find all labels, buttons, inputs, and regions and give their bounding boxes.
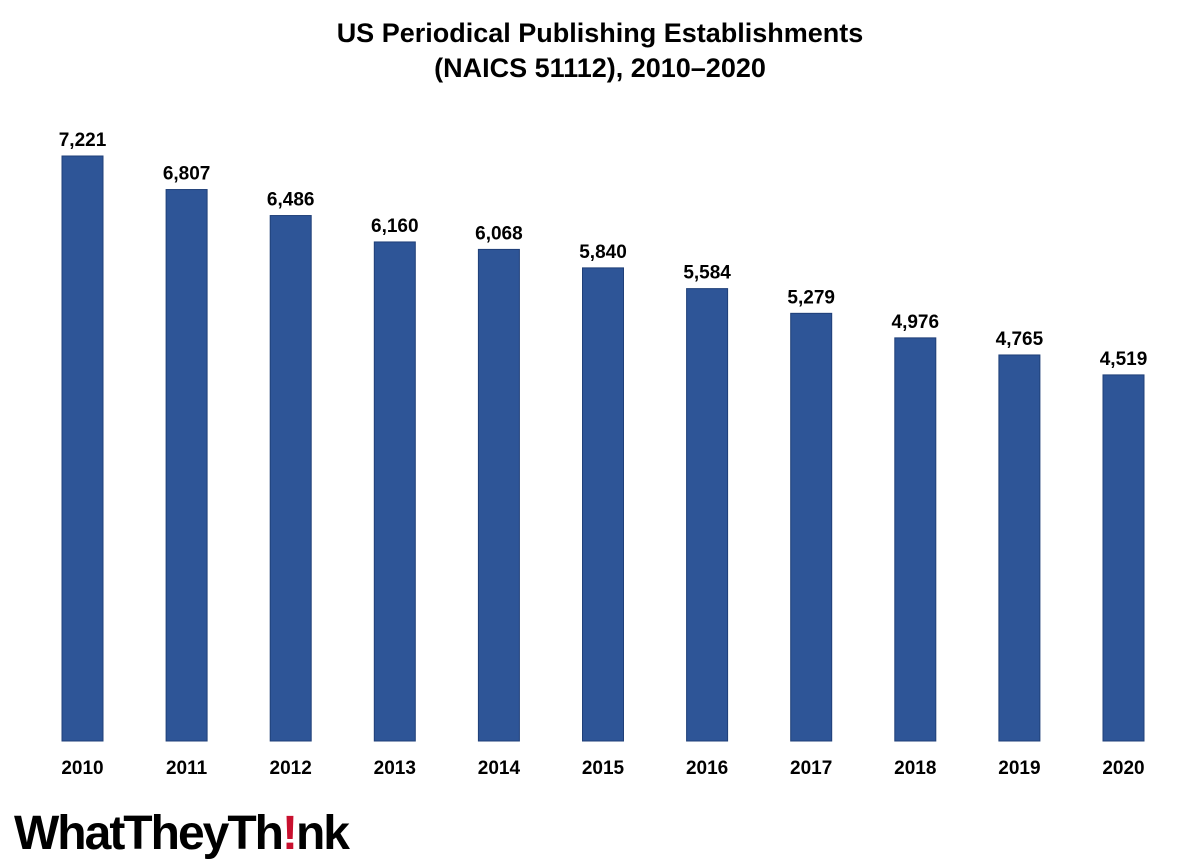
data-label-2014: 6,068: [475, 223, 523, 244]
bar-2019: [998, 354, 1041, 742]
chart-title-line2: (NAICS 51112), 2010–2020: [434, 53, 766, 83]
x-tick-label-2015: 2015: [582, 758, 625, 779]
x-tick-label-2011: 2011: [166, 758, 208, 779]
data-label-2010: 7,221: [59, 130, 107, 151]
logo-text-part2: nk: [295, 806, 350, 860]
bar-2018: [894, 337, 937, 742]
data-label-2019: 4,765: [996, 329, 1044, 350]
bar-2016: [686, 288, 729, 742]
data-label-2015: 5,840: [579, 242, 627, 263]
x-tick-label-2020: 2020: [1102, 758, 1144, 779]
x-tick-label-2017: 2017: [790, 758, 832, 779]
data-label-2012: 6,486: [267, 190, 315, 211]
logo-text-part1: WhatTheyTh: [14, 806, 284, 860]
data-label-2016: 5,584: [683, 263, 731, 284]
x-tick-label-2014: 2014: [478, 758, 521, 779]
data-label-2011: 6,807: [163, 164, 211, 185]
data-label-2018: 4,976: [892, 312, 940, 333]
chart-title: US Periodical Publishing Establishments …: [0, 16, 1200, 86]
data-label-2013: 6,160: [371, 216, 419, 237]
bar-2014: [477, 248, 520, 742]
data-label-2017: 5,279: [787, 287, 835, 308]
bar-2017: [790, 312, 833, 742]
data-label-2020: 4,519: [1100, 349, 1148, 370]
x-tick-label-2010: 2010: [61, 758, 103, 779]
bar-2013: [373, 241, 416, 742]
bar-2011: [165, 189, 208, 742]
logo-exclamation-mark: !: [281, 806, 298, 860]
bar-2020: [1102, 374, 1145, 742]
bar-2010: [61, 155, 104, 742]
bar-2015: [582, 267, 624, 742]
x-tick-label-2016: 2016: [686, 758, 728, 779]
x-tick-label-2018: 2018: [894, 758, 936, 779]
x-tick-label-2019: 2019: [998, 758, 1040, 779]
whattheythink-logo: WhatTheyTh! nk: [14, 800, 350, 866]
x-tick-label-2012: 2012: [270, 758, 312, 779]
bar-2012: [269, 215, 312, 742]
x-tick-label-2013: 2013: [374, 758, 416, 779]
chart-title-line1: US Periodical Publishing Establishments: [336, 18, 864, 48]
